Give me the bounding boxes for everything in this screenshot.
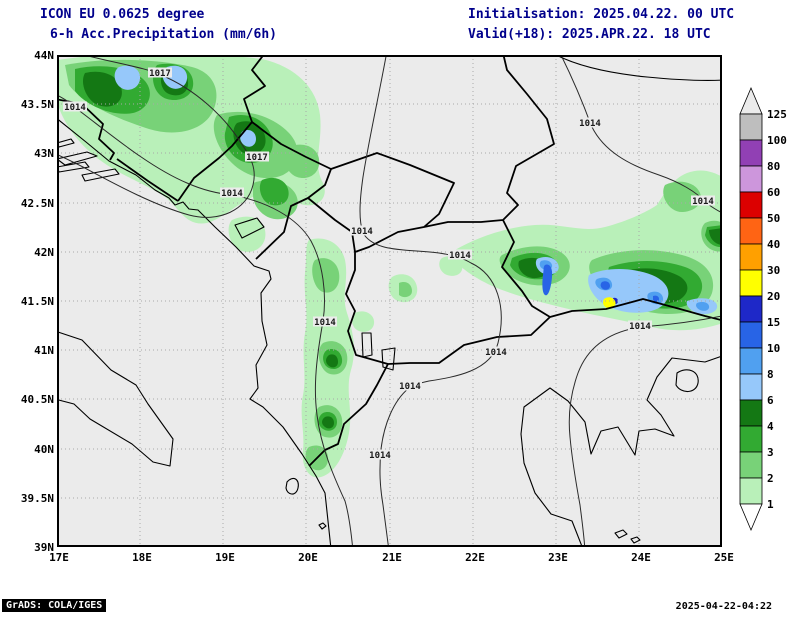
graticule-grid xyxy=(57,55,722,547)
lon-axis-label: 20E xyxy=(298,551,318,564)
lon-axis-label: 23E xyxy=(548,551,568,564)
colorbar-label: 15 xyxy=(767,316,780,329)
colorbar-triangle-bottom xyxy=(739,503,763,532)
colorbar-label: 60 xyxy=(767,186,780,199)
colorbar-cell xyxy=(739,139,763,167)
creation-timestamp: 2025-04-22-04:22 xyxy=(675,601,772,612)
map-frame xyxy=(57,55,722,547)
lon-axis-label: 22E xyxy=(465,551,485,564)
isobar-label: 1014 xyxy=(399,382,421,392)
isobar-label: 1017 xyxy=(149,69,171,79)
colorbar-label: 100 xyxy=(767,134,787,147)
lat-axis-label: 42.5N xyxy=(20,197,54,210)
isobar-label: 1014 xyxy=(351,227,373,237)
colorbar-triangle-top xyxy=(739,86,763,115)
colorbar-cell xyxy=(739,373,763,401)
precip-colorbar: 125 100 80 60 50 40 30 20 15 10 8 6 4 3 … xyxy=(739,86,787,532)
country-borders-layer xyxy=(57,55,722,467)
colorbar-cell xyxy=(739,113,763,141)
isobar-label: 1014 xyxy=(369,451,391,461)
valid-time-label: Valid(+18): 2025.APR.22. 18 UTC xyxy=(468,27,711,42)
isobar-labels: 1014 1017 1017 1014 1014 1014 1014 1014 … xyxy=(63,67,715,461)
lat-axis-label: 41.5N xyxy=(20,295,54,308)
model-title: ICON EU 0.0625 degree xyxy=(40,7,205,22)
colorbar-cell xyxy=(739,269,763,297)
product-title: 6-h Acc.Precipitation (mm/6h) xyxy=(50,27,277,42)
colorbar-label: 50 xyxy=(767,212,780,225)
colorbar-label: 80 xyxy=(767,160,780,173)
lat-axis-label: 41N xyxy=(34,344,54,357)
colorbar-cell xyxy=(739,477,763,505)
colorbar-label: 2 xyxy=(767,472,774,485)
colorbar-cell xyxy=(739,217,763,245)
colorbar-cell xyxy=(739,165,763,193)
isobar-label: 1014 xyxy=(449,251,471,261)
lon-axis-label: 19E xyxy=(215,551,235,564)
precip-layer-blue xyxy=(542,264,659,303)
lon-axis-label: 21E xyxy=(382,551,402,564)
isobar-label: 1017 xyxy=(246,153,268,163)
lat-axis-label: 39.5N xyxy=(20,492,54,505)
colorbar-cell xyxy=(739,451,763,479)
colorbar-label: 6 xyxy=(767,394,774,407)
lat-axis-label: 43N xyxy=(34,147,54,160)
isobar-label: 1014 xyxy=(579,119,601,129)
colorbar-label: 10 xyxy=(767,342,780,355)
lat-axis-label: 44N xyxy=(34,49,54,62)
colorbar-cell xyxy=(739,295,763,323)
grads-stamp: GrADS: COLA/IGES xyxy=(2,599,107,612)
colorbar-label: 30 xyxy=(767,264,780,277)
init-time-label: Initialisation: 2025.04.22. 00 UTC xyxy=(468,7,735,22)
colorbar-label: 20 xyxy=(767,290,780,303)
colorbar-cell xyxy=(739,243,763,271)
colorbar-label: 3 xyxy=(767,446,774,459)
lat-axis-label: 39N xyxy=(34,541,54,554)
colorbar-label: 1 xyxy=(767,498,774,511)
lon-axis-label: 24E xyxy=(631,551,651,564)
lon-axis-label: 25E xyxy=(714,551,734,564)
lat-axis-label: 43.5N xyxy=(20,98,54,111)
isobar-label: 1014 xyxy=(629,322,651,332)
colorbar-cell xyxy=(739,191,763,219)
colorbar-cell xyxy=(739,399,763,427)
forecast-map: 1014 1017 1017 1014 1014 1014 1014 1014 … xyxy=(57,55,722,547)
isobar-label: 1014 xyxy=(314,318,336,328)
colorbar-label: 125 xyxy=(767,108,787,121)
colorbar-cell xyxy=(739,347,763,375)
colorbar-label: 4 xyxy=(767,420,774,433)
coastline-layer xyxy=(57,55,722,547)
lat-axis-label: 40.5N xyxy=(20,393,54,406)
precip-layer-yellow xyxy=(603,297,616,309)
isobar-label: 1014 xyxy=(64,103,86,113)
isobar-label: 1014 xyxy=(692,197,714,207)
isobar-label: 1014 xyxy=(221,189,243,199)
colorbar-cell xyxy=(739,425,763,453)
isobar-label: 1014 xyxy=(485,348,507,358)
colorbar-label: 8 xyxy=(767,368,774,381)
lat-axis-label: 40N xyxy=(34,443,54,456)
lat-axis-label: 42N xyxy=(34,246,54,259)
colorbar-label: 40 xyxy=(767,238,780,251)
lon-axis-label: 18E xyxy=(132,551,152,564)
colorbar-cell xyxy=(739,321,763,349)
lon-axis-label: 17E xyxy=(49,551,69,564)
